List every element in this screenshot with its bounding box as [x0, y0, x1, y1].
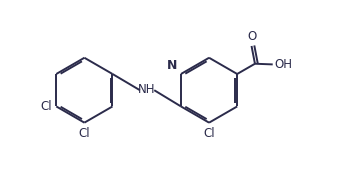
- Text: N: N: [167, 59, 178, 72]
- Text: Cl: Cl: [79, 127, 90, 140]
- Text: Cl: Cl: [40, 100, 52, 113]
- Text: Cl: Cl: [203, 127, 215, 140]
- Text: O: O: [247, 30, 256, 43]
- Text: OH: OH: [275, 58, 293, 71]
- Text: NH: NH: [138, 83, 156, 96]
